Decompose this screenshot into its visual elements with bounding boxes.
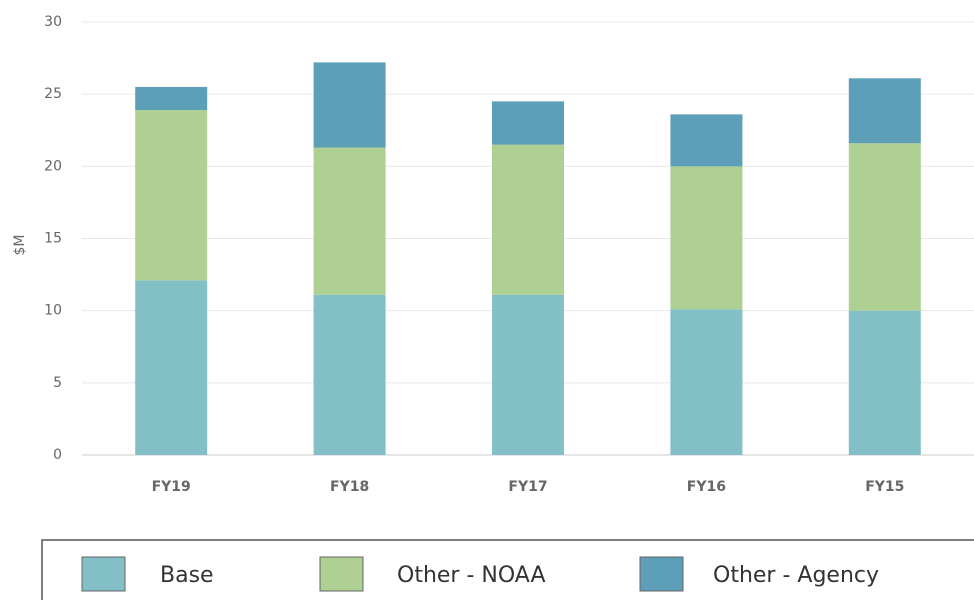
bar-segment xyxy=(313,147,386,295)
x-tick-label: FY18 xyxy=(330,479,369,495)
bar-segment xyxy=(848,310,921,455)
legend-swatch xyxy=(319,556,364,592)
bar-segment xyxy=(135,86,208,111)
legend-box xyxy=(41,539,974,600)
legend-label: Other - NOAA xyxy=(397,563,546,588)
y-tick-label: 10 xyxy=(44,303,62,319)
y-tick-label: 15 xyxy=(44,231,62,247)
bar-segment xyxy=(670,166,743,310)
x-tick-label: FY16 xyxy=(687,479,726,495)
legend-label: Other - Agency xyxy=(713,563,879,588)
legend-swatch xyxy=(639,556,684,592)
bar-segment xyxy=(848,143,921,311)
bar-segment xyxy=(670,114,743,167)
bar-segment xyxy=(492,294,564,455)
legend-label: Base xyxy=(160,563,214,588)
bar-segment xyxy=(313,62,386,148)
y-axis-label: $M xyxy=(12,235,28,256)
y-tick-label: 5 xyxy=(53,375,62,391)
bar-segment xyxy=(135,280,208,455)
bar-segment xyxy=(670,309,743,455)
legend-swatch xyxy=(81,556,126,592)
bar-segment xyxy=(313,294,386,455)
bar-segment xyxy=(492,144,564,295)
bar-segment xyxy=(492,101,564,145)
y-tick-label: 25 xyxy=(44,86,62,102)
y-tick-label: 0 xyxy=(53,447,62,463)
x-tick-label: FY15 xyxy=(865,479,904,495)
bar-segment xyxy=(135,110,208,281)
bar-segment xyxy=(848,78,921,144)
y-tick-label: 30 xyxy=(44,14,62,30)
x-tick-label: FY19 xyxy=(152,479,191,495)
x-tick-label: FY17 xyxy=(508,479,547,495)
y-tick-label: 20 xyxy=(44,158,62,174)
